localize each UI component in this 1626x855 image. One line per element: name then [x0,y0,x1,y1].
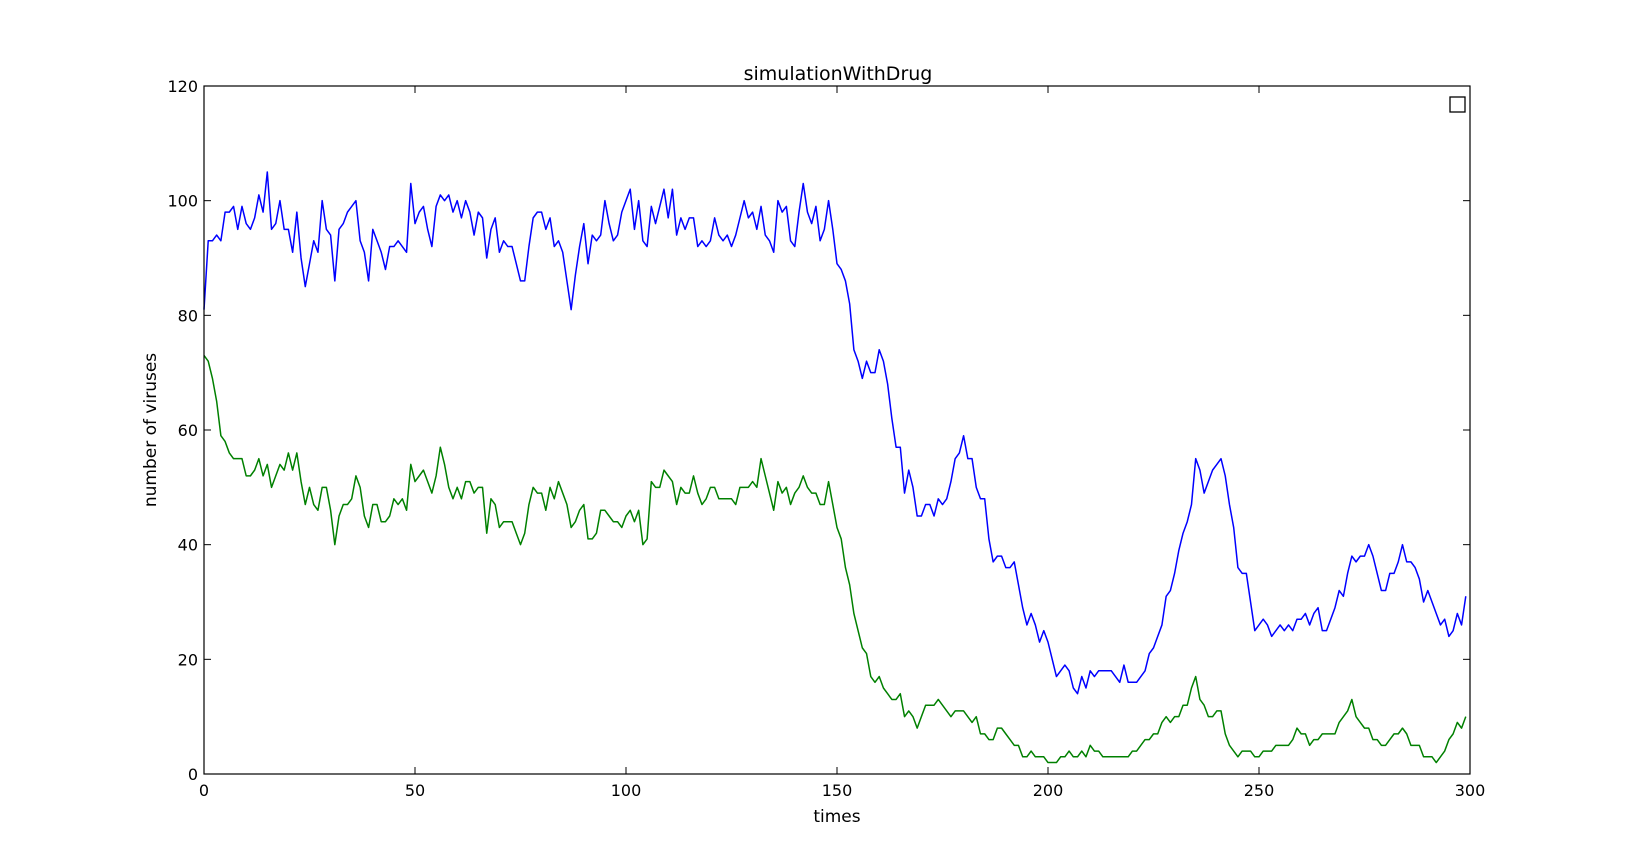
y-tick-label: 40 [178,536,198,555]
x-tick-label: 250 [1244,781,1275,800]
series-layer [203,171,1467,764]
x-tick-label: 200 [1033,781,1064,800]
series-line-1 [203,171,1467,695]
x-axis-label: times [813,807,860,827]
x-tick-label: 100 [611,781,642,800]
ticks-layer: 0 50 100 150 200 250 300 0 20 40 60 80 100 120 [167,77,1485,800]
y-tick-label: 60 [178,421,198,440]
legend-box [1449,96,1466,113]
x-tick-label: 50 [405,781,425,800]
x-tick-label: 0 [199,781,209,800]
y-tick-label: 120 [167,77,198,96]
y-tick-label: 0 [188,765,198,784]
y-axis-label: number of viruses [141,353,161,507]
y-tick-label: 80 [178,306,198,325]
series-line-2 [203,355,1467,764]
y-tick-label: 100 [167,192,198,211]
x-tick-label: 150 [822,781,853,800]
x-tick-label: 300 [1455,781,1486,800]
chart-title: simulationWithDrug [744,63,933,85]
y-tick-label: 20 [178,650,198,669]
